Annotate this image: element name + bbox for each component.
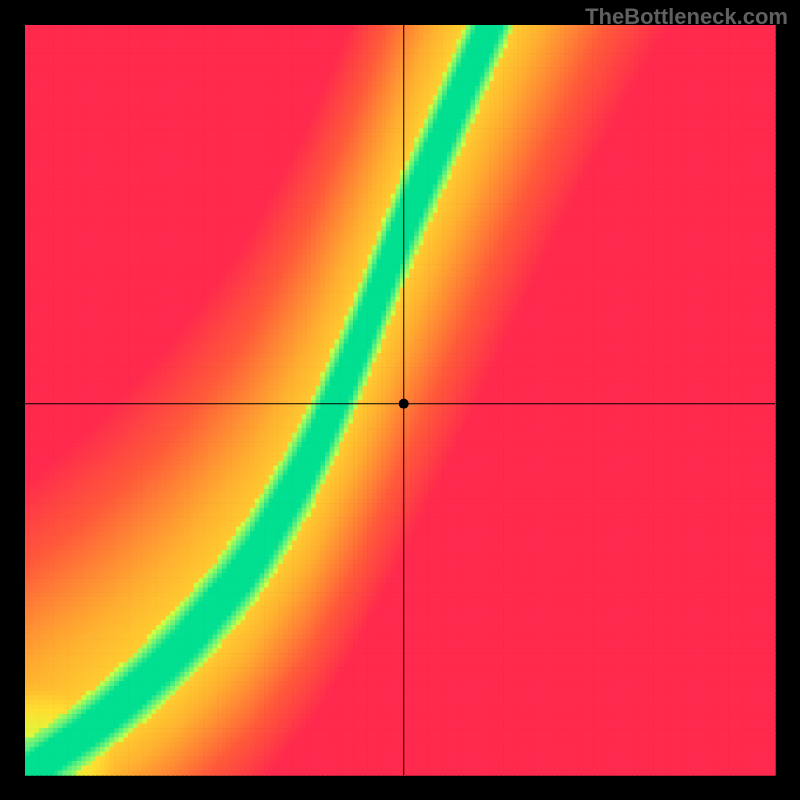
heatmap-canvas [0,0,800,800]
chart-container: TheBottleneck.com [0,0,800,800]
watermark-text: TheBottleneck.com [585,4,788,30]
